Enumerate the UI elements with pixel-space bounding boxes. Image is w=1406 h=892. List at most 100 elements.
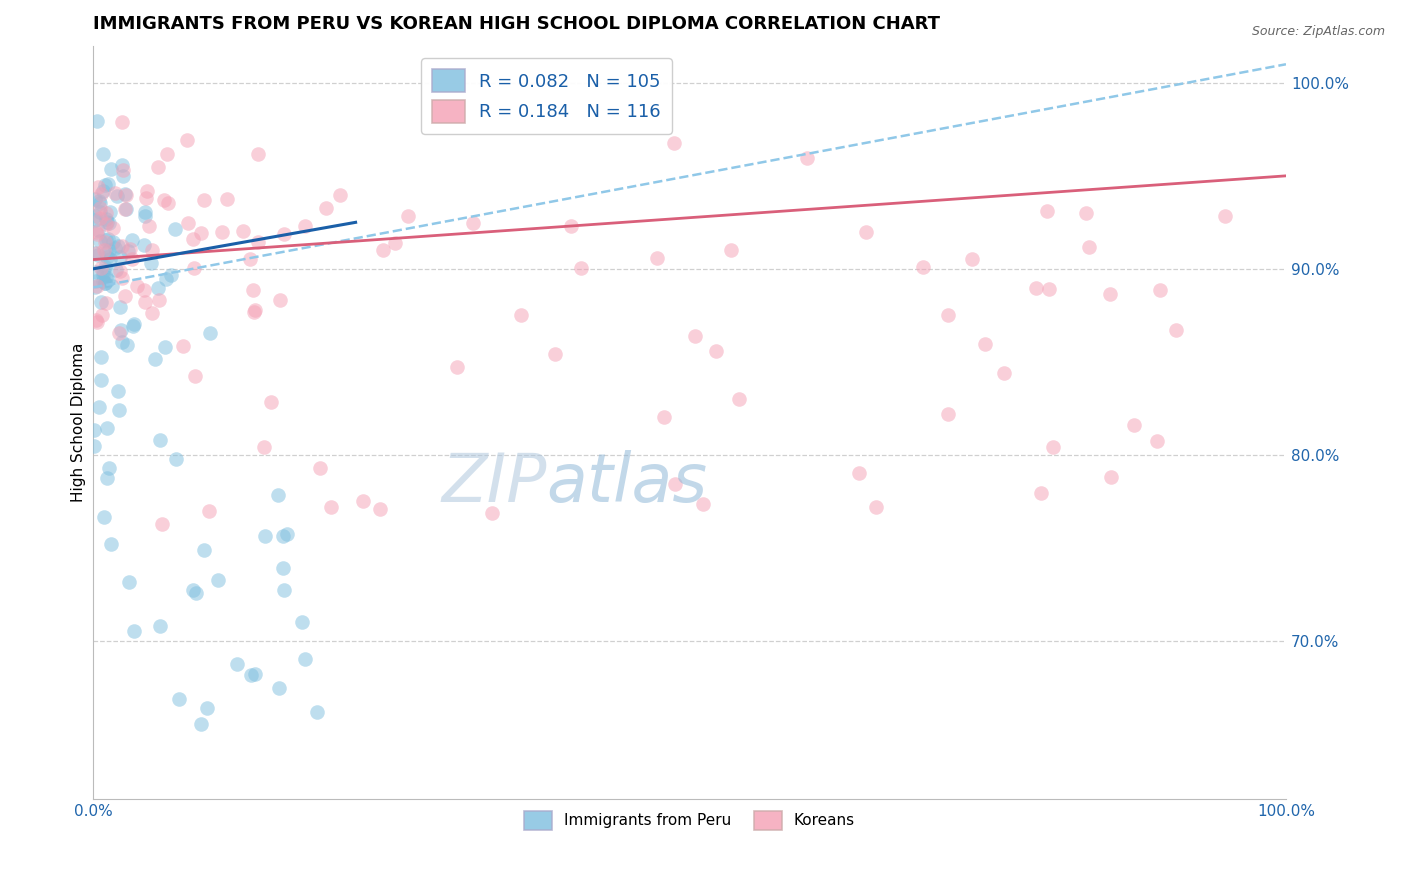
Point <box>89 196 111 211</box>
Point <box>267 488 290 502</box>
Point <box>150 517 173 532</box>
Point <box>125 278 148 293</box>
Point <box>1025 281 1047 295</box>
Point <box>91 268 114 282</box>
Point <box>107 402 129 417</box>
Point <box>1077 240 1099 254</box>
Point <box>84 225 107 239</box>
Point <box>463 216 485 230</box>
Point <box>86 315 108 329</box>
Point <box>104 241 127 255</box>
Point <box>93 277 115 291</box>
Point <box>94 269 117 284</box>
Point <box>134 209 156 223</box>
Point <box>101 235 124 250</box>
Point <box>645 251 668 265</box>
Point <box>509 308 531 322</box>
Point <box>114 289 136 303</box>
Point <box>193 193 215 207</box>
Y-axis label: High School Diploma: High School Diploma <box>72 343 86 502</box>
Text: atlas: atlas <box>547 450 707 516</box>
Point <box>110 322 132 336</box>
Point <box>90 373 112 387</box>
Point <box>89 211 111 225</box>
Point <box>260 395 283 409</box>
Point <box>89 234 111 248</box>
Point <box>253 529 276 543</box>
Point <box>97 178 120 192</box>
Point <box>242 283 264 297</box>
Point <box>560 219 582 234</box>
Point <box>93 274 115 288</box>
Text: IMMIGRANTS FROM PERU VS KOREAN HIGH SCHOOL DIPLOMA CORRELATION CHART: IMMIGRANTS FROM PERU VS KOREAN HIGH SCHO… <box>93 15 941 33</box>
Point <box>117 244 139 258</box>
Point <box>796 152 818 166</box>
Point <box>111 163 134 178</box>
Point <box>114 186 136 201</box>
Point <box>146 280 169 294</box>
Point <box>211 225 233 239</box>
Point <box>165 222 187 236</box>
Point <box>1215 209 1237 223</box>
Point <box>993 366 1015 380</box>
Point <box>273 529 295 543</box>
Point <box>87 194 110 208</box>
Point <box>294 652 316 666</box>
Point <box>207 573 229 587</box>
Point <box>155 272 177 286</box>
Point <box>136 184 159 198</box>
Point <box>181 583 204 598</box>
Point <box>654 409 676 424</box>
Point <box>86 180 108 194</box>
Point <box>246 235 269 250</box>
Point <box>108 300 131 314</box>
Point <box>329 188 352 202</box>
Point <box>664 476 686 491</box>
Point <box>481 506 503 520</box>
Point <box>153 194 176 208</box>
Point <box>84 280 107 294</box>
Point <box>84 274 107 288</box>
Point <box>1029 485 1052 500</box>
Point <box>108 264 131 278</box>
Point <box>156 147 179 161</box>
Point <box>1036 204 1059 219</box>
Point <box>105 189 128 203</box>
Point <box>165 452 187 467</box>
Point <box>83 192 105 206</box>
Point <box>148 160 170 174</box>
Point <box>184 586 207 600</box>
Point <box>273 582 295 597</box>
Point <box>193 542 215 557</box>
Point <box>94 296 117 310</box>
Point <box>183 369 205 384</box>
Point <box>1099 287 1122 301</box>
Point <box>98 216 121 230</box>
Point <box>87 400 110 414</box>
Text: Source: ZipAtlas.com: Source: ZipAtlas.com <box>1251 25 1385 38</box>
Point <box>107 239 129 253</box>
Point <box>96 421 118 435</box>
Point <box>98 205 121 219</box>
Point <box>93 276 115 290</box>
Point <box>446 360 468 375</box>
Point <box>167 691 190 706</box>
Point <box>111 334 134 349</box>
Point <box>373 244 395 258</box>
Point <box>114 202 136 216</box>
Point <box>974 337 997 351</box>
Point <box>960 252 983 266</box>
Point <box>198 326 221 340</box>
Point <box>104 186 127 200</box>
Point <box>149 433 172 447</box>
Point <box>90 351 112 365</box>
Text: ZIP: ZIP <box>441 450 547 516</box>
Point <box>239 668 262 682</box>
Point <box>145 352 167 367</box>
Point <box>269 293 291 308</box>
Point <box>683 329 706 343</box>
Point <box>91 264 114 278</box>
Point <box>86 113 108 128</box>
Point <box>384 235 406 250</box>
Point <box>93 243 115 257</box>
